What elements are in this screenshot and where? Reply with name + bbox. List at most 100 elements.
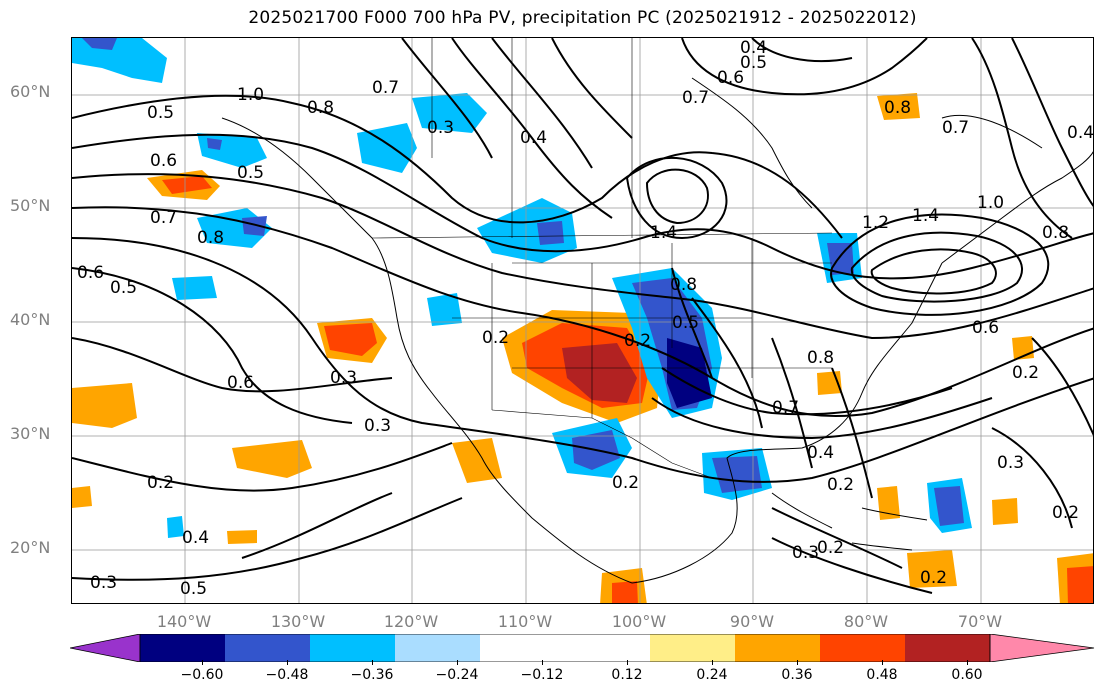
precip-blob-pacific-red <box>162 176 212 194</box>
precip-blob-nw-core <box>82 38 117 50</box>
contour-label-0-2-f: 0.2 <box>1012 363 1039 383</box>
contour-label-1-0: 1.0 <box>237 85 264 105</box>
lon-label-120w: 120°W <box>383 612 439 631</box>
precip-blob-nw <box>72 38 167 83</box>
colorbar-tickmark <box>372 660 373 665</box>
precip-blob-caribbean-core <box>934 486 964 526</box>
colorbar-bin-8 <box>820 634 905 662</box>
contour-label-0-3-c: 0.3 <box>90 573 117 593</box>
contour-label-0-3-f: 0.3 <box>792 543 819 563</box>
contour-label-0-4-c: 0.4 <box>740 38 767 58</box>
borders <box>371 38 833 479</box>
precip-blob-mexico <box>452 438 502 483</box>
colorbar-tick-label: 0.36 <box>781 667 813 683</box>
precip-blob-gulf-alaska-core <box>207 138 222 150</box>
lat-label-40n: 40°N <box>10 310 51 329</box>
contour-label-0-7-a: 0.7 <box>150 208 177 228</box>
colorbar-frame <box>139 634 991 662</box>
contour-label-0-8-d: 0.8 <box>807 348 834 368</box>
colorbar-tick-label: 0.48 <box>866 667 898 683</box>
precip-blob-caribbean-orange <box>907 550 957 588</box>
colorbar-bin-3 <box>310 634 395 662</box>
contour-label-0-5-a: 0.5 <box>147 103 174 123</box>
contour-label-1-4-b: 1.4 <box>912 206 939 226</box>
precip-blob-montana <box>477 198 577 263</box>
colorbar-arrow-left <box>70 634 141 662</box>
colorbar-tickmark <box>797 660 798 665</box>
contour-label-0-2-c: 0.2 <box>624 331 651 351</box>
contour-label-0-6-d: 0.6 <box>717 68 744 88</box>
precip-blob-hawaii-orange <box>232 440 312 478</box>
contour-label-0-2-e: 0.2 <box>827 475 854 495</box>
contour-label-0-3-e: 0.3 <box>997 453 1024 473</box>
contour-label-0-6-c: 0.6 <box>227 373 254 393</box>
colorbar-tick-label: 0.60 <box>951 667 983 683</box>
contour-label-0-3-a: 0.3 <box>330 368 357 388</box>
lon-label-100w: 100°W <box>611 612 667 631</box>
precip-blob-pacific-blue-core <box>242 216 267 236</box>
contour-label-1-2: 1.2 <box>862 213 889 233</box>
pv-contours <box>72 38 1093 594</box>
colorbar-bin-4 <box>395 634 480 662</box>
colorbar-bin-5 <box>480 634 650 662</box>
precip-blob-montana-core <box>537 221 564 245</box>
colorbar-bin-6 <box>650 634 735 662</box>
colorbar-tick-label: −0.12 <box>520 667 564 683</box>
contour-label-0-8-c: 0.8 <box>670 275 697 295</box>
colorbar-tickmark <box>457 660 458 665</box>
colorbar-bin-7 <box>735 634 820 662</box>
map-canvas: 1.0 0.5 0.6 0.7 0.8 0.6 0.5 0.6 0.3 0.3 … <box>72 38 1094 603</box>
precip-blob-central-america-core <box>612 581 638 603</box>
precip-blob-cuba <box>877 486 900 520</box>
precip-blob-southwest-core <box>562 343 637 403</box>
precip-blob-se-red <box>1067 566 1093 603</box>
contour-label-0-7-d: 0.7 <box>772 398 799 418</box>
colorbar-bin-9 <box>905 634 990 662</box>
contour-label-0-2-d: 0.2 <box>612 473 639 493</box>
precip-blob-sw-blue <box>167 516 184 538</box>
precip-blob-oregon-core <box>324 323 377 356</box>
precip-shading <box>72 38 1093 603</box>
precip-blob-atlantic-orange <box>992 498 1018 525</box>
precip-blob-bc-north <box>412 93 487 133</box>
lat-label-50n: 50°N <box>10 196 51 215</box>
contour-label-0-7-b: 0.7 <box>372 78 399 98</box>
contour-label-0-5-e: 0.5 <box>740 53 767 73</box>
contour-label-0-4-e: 0.4 <box>1067 123 1094 143</box>
precip-blob-sw-orange <box>72 486 92 508</box>
contour-label-0-6-b: 0.6 <box>77 263 104 283</box>
colorbar-tickmark <box>712 660 713 665</box>
contour-label-0-3-b: 0.3 <box>364 416 391 436</box>
contour-label-0-8-b: 0.8 <box>307 98 334 118</box>
map-panel: 1.0 0.5 0.6 0.7 0.8 0.6 0.5 0.6 0.3 0.3 … <box>71 37 1094 604</box>
contour-label-0-4-d: 0.4 <box>807 443 834 463</box>
colorbar-tick-label: −0.24 <box>435 667 479 683</box>
contour-label-0-8-e: 0.8 <box>1042 223 1069 243</box>
lon-label-110w: 110°W <box>497 612 553 631</box>
colorbar-tick-label: 0.24 <box>696 667 728 683</box>
colorbar-bin-2 <box>225 634 310 662</box>
colorbar-tick-label: −0.48 <box>265 667 309 683</box>
colorbar-tick-label: −0.36 <box>350 667 394 683</box>
colorbar-tickmark <box>882 660 883 665</box>
contour-label-layer: 1.0 0.5 0.6 0.7 0.8 0.6 0.5 0.6 0.3 0.3 … <box>77 38 1094 599</box>
precip-blob-sw-orange-2 <box>227 530 257 544</box>
contour-label-0-7-e: 0.7 <box>942 118 969 138</box>
contour-label-1-0-b: 1.0 <box>977 193 1004 213</box>
contour-label-0-6-e: 0.6 <box>972 318 999 338</box>
contour-label-0-5-d: 0.5 <box>237 163 264 183</box>
contour-label-0-7-c: 0.7 <box>682 88 709 108</box>
contour-label-0-5-f: 0.5 <box>672 313 699 333</box>
contour-label-0-3-d: 0.3 <box>427 118 454 138</box>
lon-label-130w: 130°W <box>270 612 326 631</box>
contour-label-0-8-a: 0.8 <box>197 228 224 248</box>
lon-label-70w: 70°W <box>957 612 1003 631</box>
lat-label-60n: 60°N <box>10 82 51 101</box>
colorbar-tickmark <box>542 660 543 665</box>
precip-blob-subtropic-orange <box>72 383 137 428</box>
contour-label-1-4-a: 1.4 <box>650 223 677 243</box>
lon-label-140w: 140°W <box>156 612 212 631</box>
colorbar-tickmark <box>967 660 968 665</box>
colorbar-tickmark <box>287 660 288 665</box>
contour-label-0-5-c: 0.5 <box>180 579 207 599</box>
